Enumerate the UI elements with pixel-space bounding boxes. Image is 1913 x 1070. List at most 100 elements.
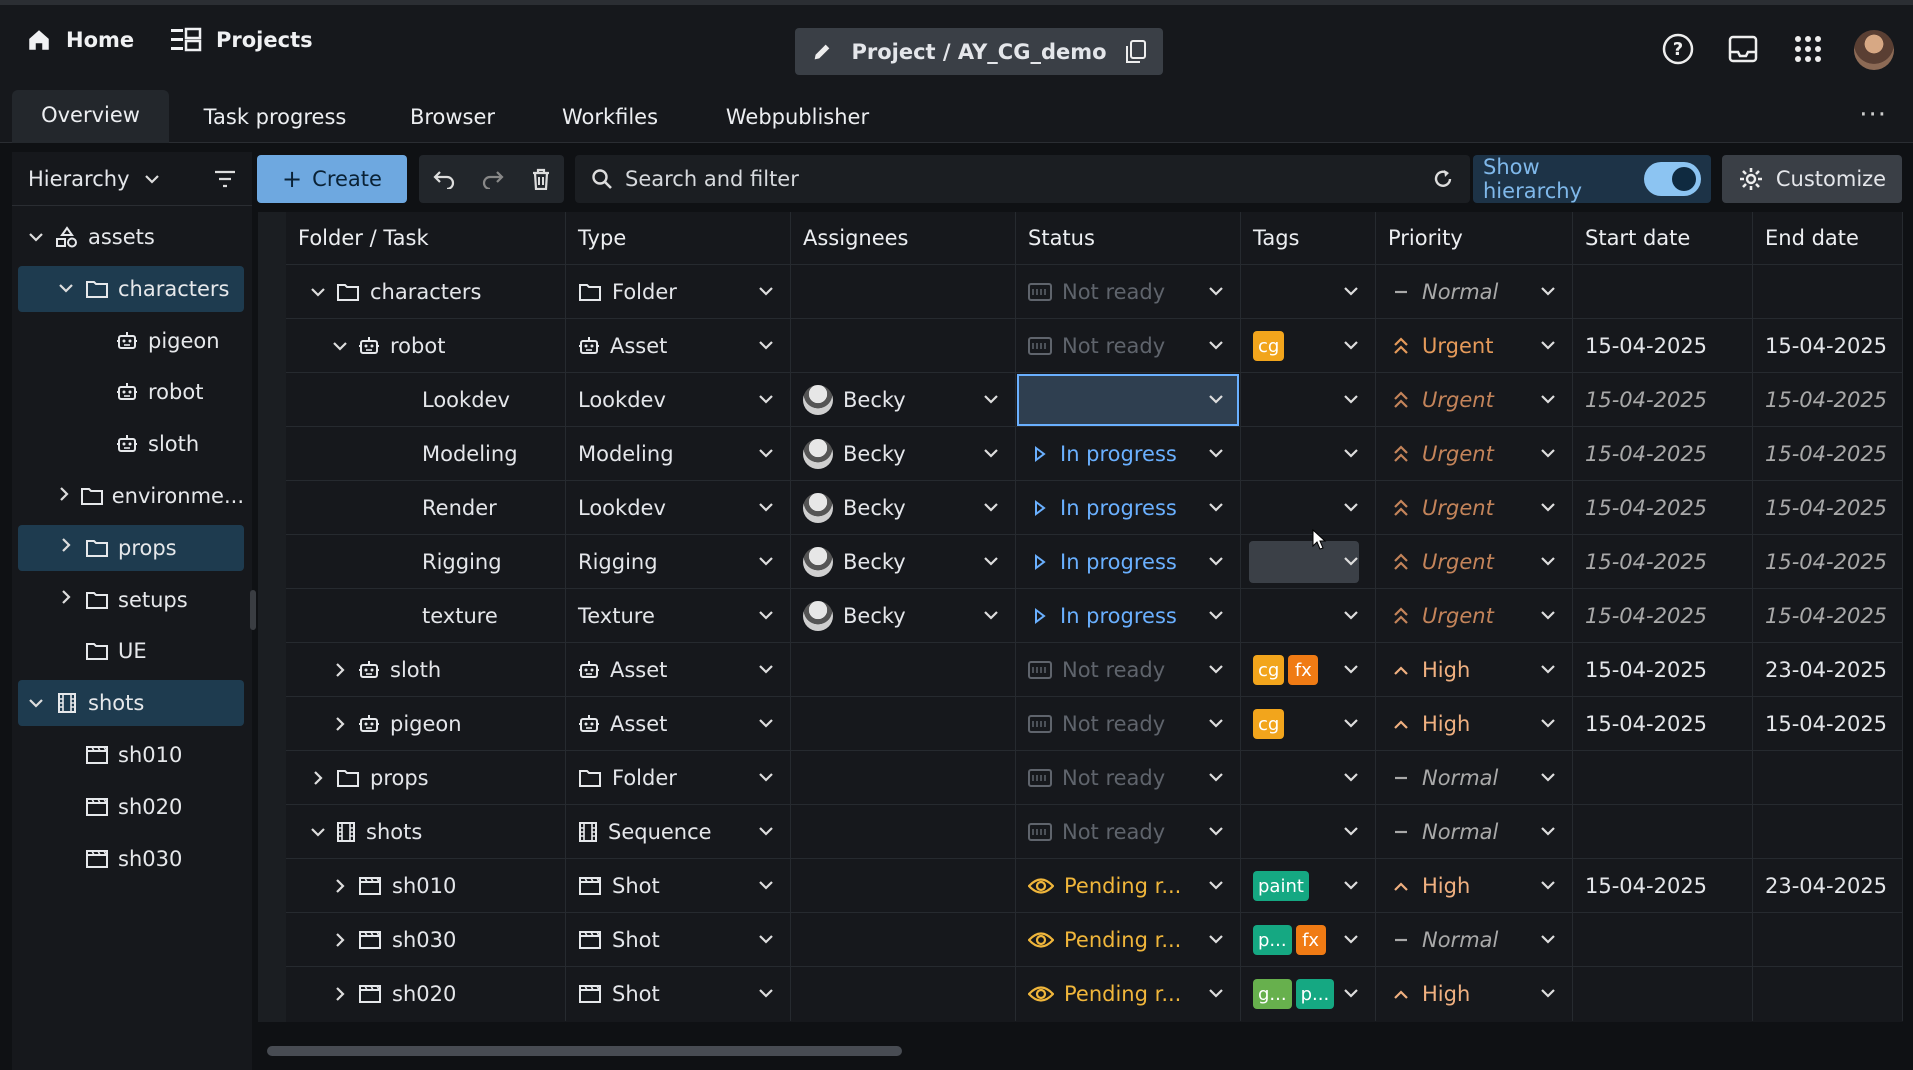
chevron-down-icon[interactable] xyxy=(756,335,776,355)
chevron-down-icon[interactable] xyxy=(1206,713,1226,733)
cell-end-date[interactable]: 15-04-2025 xyxy=(1753,481,1903,535)
cell-status[interactable]: Not ready xyxy=(1016,265,1241,319)
project-selector[interactable]: Project / AY_CG_demo xyxy=(795,28,1163,75)
cell-folder-task[interactable]: Lookdev xyxy=(286,373,566,427)
cell-status[interactable] xyxy=(1016,373,1241,427)
copy-icon[interactable] xyxy=(1125,39,1147,64)
cell-priority[interactable]: Urgent xyxy=(1376,481,1573,535)
chevron-down-icon[interactable] xyxy=(1538,551,1558,571)
cell-assignees[interactable]: Becky xyxy=(791,427,1016,481)
cell-status[interactable]: Not ready xyxy=(1016,319,1241,373)
chevron-right-icon[interactable] xyxy=(56,486,72,507)
refresh-icon[interactable] xyxy=(1432,168,1454,190)
cell-end-date[interactable] xyxy=(1753,265,1903,319)
chevron-down-icon[interactable] xyxy=(26,693,46,714)
user-avatar[interactable] xyxy=(1854,30,1894,70)
cell-type[interactable]: Shot xyxy=(566,967,791,1021)
cell-folder-task[interactable]: props xyxy=(286,751,566,805)
chevron-down-icon[interactable] xyxy=(1341,443,1361,463)
cell-folder-task[interactable]: sh020 xyxy=(286,967,566,1021)
cell-priority[interactable]: High xyxy=(1376,967,1573,1021)
cell-status[interactable]: Not ready xyxy=(1016,805,1241,859)
sidebar-item-sh030[interactable]: sh030 xyxy=(18,836,244,882)
chevron-down-icon[interactable] xyxy=(1206,281,1226,301)
column-header-priority[interactable]: Priority xyxy=(1376,212,1573,264)
chevron-down-icon[interactable] xyxy=(1206,605,1226,625)
chevron-down-icon[interactable] xyxy=(1538,875,1558,895)
chevron-down-icon[interactable] xyxy=(756,389,776,409)
chevron-right-icon[interactable] xyxy=(330,986,350,1002)
chevron-down-icon[interactable] xyxy=(1341,875,1361,895)
cell-folder-task[interactable]: characters xyxy=(286,265,566,319)
chevron-down-icon[interactable] xyxy=(1206,929,1226,949)
cell-folder-task[interactable]: sh030 xyxy=(286,913,566,967)
cell-start-date[interactable] xyxy=(1573,967,1753,1021)
chevron-down-icon[interactable] xyxy=(1341,335,1361,355)
home-button[interactable]: Home xyxy=(26,27,134,53)
cell-tags[interactable]: cg fx xyxy=(1241,643,1376,697)
cell-status[interactable]: In progress xyxy=(1016,535,1241,589)
cell-status[interactable]: Pending r... xyxy=(1016,967,1241,1021)
show-hierarchy-toggle[interactable]: Show hierarchy xyxy=(1473,155,1711,203)
cell-status[interactable]: In progress xyxy=(1016,481,1241,535)
chevron-down-icon[interactable] xyxy=(1206,497,1226,517)
cell-assignees[interactable] xyxy=(791,697,1016,751)
chevron-down-icon[interactable] xyxy=(981,443,1001,463)
column-header-end-date[interactable]: End date xyxy=(1753,212,1903,264)
chevron-down-icon[interactable] xyxy=(1206,659,1226,679)
cell-assignees[interactable]: Becky xyxy=(791,481,1016,535)
cell-assignees[interactable] xyxy=(791,319,1016,373)
chevron-down-icon[interactable] xyxy=(1341,389,1361,409)
chevron-right-icon[interactable] xyxy=(308,770,328,786)
chevron-down-icon[interactable] xyxy=(756,551,776,571)
chevron-down-icon[interactable] xyxy=(756,605,776,625)
cell-end-date[interactable] xyxy=(1753,805,1903,859)
cell-tags[interactable]: g... p... xyxy=(1241,967,1376,1021)
chevron-down-icon[interactable] xyxy=(308,826,328,838)
chevron-down-icon[interactable] xyxy=(1206,983,1226,1003)
chevron-down-icon[interactable] xyxy=(1341,659,1361,679)
chevron-down-icon[interactable] xyxy=(981,551,1001,571)
horizontal-scrollbar[interactable] xyxy=(267,1046,902,1056)
cell-end-date[interactable] xyxy=(1753,913,1903,967)
cell-end-date[interactable]: 15-04-2025 xyxy=(1753,589,1903,643)
more-options-icon[interactable]: ··· xyxy=(1859,100,1887,130)
chevron-down-icon[interactable] xyxy=(1206,551,1226,571)
undo-icon[interactable] xyxy=(432,169,455,189)
sidebar-item-pigeon[interactable]: pigeon xyxy=(18,318,244,364)
cell-assignees[interactable] xyxy=(791,265,1016,319)
cell-assignees[interactable] xyxy=(791,967,1016,1021)
cell-type[interactable]: Texture xyxy=(566,589,791,643)
cell-tags[interactable] xyxy=(1241,481,1376,535)
delete-icon[interactable] xyxy=(531,168,551,190)
cell-status[interactable]: Not ready xyxy=(1016,697,1241,751)
chevron-down-icon[interactable] xyxy=(1538,443,1558,463)
cell-start-date[interactable] xyxy=(1573,913,1753,967)
pencil-icon[interactable] xyxy=(811,41,833,63)
chevron-down-icon[interactable] xyxy=(1538,605,1558,625)
help-icon[interactable]: ? xyxy=(1660,31,1696,67)
hierarchy-select[interactable]: Hierarchy xyxy=(28,167,160,191)
chevron-down-icon[interactable] xyxy=(308,286,328,298)
chevron-down-icon[interactable] xyxy=(756,659,776,679)
sidebar-item-assets[interactable]: assets xyxy=(18,214,244,260)
cell-priority[interactable]: Normal xyxy=(1376,265,1573,319)
cell-status[interactable]: Pending r... xyxy=(1016,859,1241,913)
projects-button[interactable]: Projects xyxy=(170,27,313,53)
cell-type[interactable]: Asset xyxy=(566,643,791,697)
tab-workfiles[interactable]: Workfiles xyxy=(561,104,659,129)
cell-status[interactable]: Not ready xyxy=(1016,643,1241,697)
column-header-folder-task[interactable]: Folder / Task xyxy=(286,212,566,264)
sidebar-item-ue[interactable]: UE xyxy=(18,628,244,674)
cell-status[interactable]: In progress xyxy=(1016,589,1241,643)
chevron-down-icon[interactable] xyxy=(1538,983,1558,1003)
cell-end-date[interactable]: 15-04-2025 xyxy=(1753,697,1903,751)
chevron-down-icon[interactable] xyxy=(756,821,776,841)
cell-end-date[interactable]: 15-04-2025 xyxy=(1753,373,1903,427)
cell-tags[interactable]: paint xyxy=(1241,859,1376,913)
chevron-down-icon[interactable] xyxy=(1206,389,1226,409)
cell-folder-task[interactable]: sloth xyxy=(286,643,566,697)
sidebar-item-characters[interactable]: characters xyxy=(18,265,244,312)
cell-start-date[interactable]: 15-04-2025 xyxy=(1573,481,1753,535)
cell-folder-task[interactable]: texture xyxy=(286,589,566,643)
